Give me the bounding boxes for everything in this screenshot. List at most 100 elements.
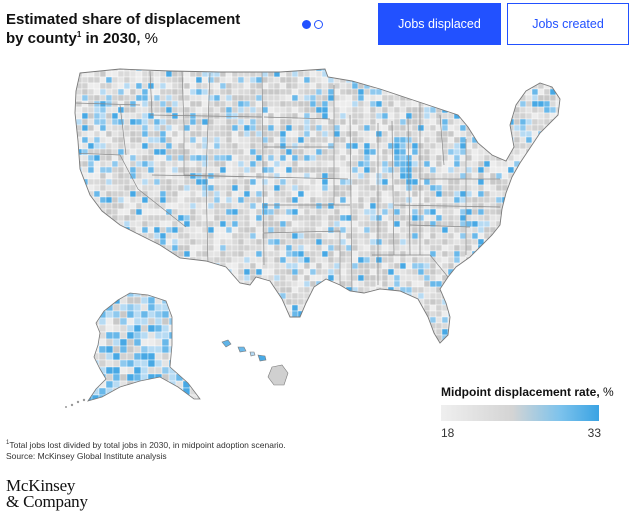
county-cell [465, 286, 473, 294]
county-cell [285, 130, 293, 138]
county-cell [549, 100, 557, 108]
county-cell [345, 172, 353, 180]
county-cell [501, 208, 509, 216]
county-cell [207, 298, 215, 306]
county-cell [189, 316, 197, 324]
county-cell [165, 70, 173, 78]
county-cell [141, 256, 149, 264]
jobs-created-button[interactable]: Jobs created [507, 3, 629, 45]
county-cell [213, 310, 221, 318]
county-cell [489, 238, 497, 246]
county-cell [387, 94, 395, 102]
county-cell [87, 160, 95, 168]
county-cell [351, 292, 359, 300]
county-cell [501, 238, 509, 246]
county-cell [225, 208, 233, 216]
county-cell [99, 166, 107, 174]
county-cell [459, 184, 467, 192]
county-cell [327, 244, 335, 252]
county-cell [405, 112, 413, 120]
county-cell [562, 305, 568, 311]
county-cell [537, 220, 545, 228]
county-cell [261, 232, 269, 240]
county-cell [405, 280, 413, 288]
county-cell [98, 359, 107, 368]
county-cell [465, 310, 473, 318]
county-cell [177, 286, 185, 294]
county-cell [519, 256, 527, 264]
county-cell [112, 324, 121, 333]
county-cell [375, 166, 383, 174]
county-cell [399, 160, 407, 168]
county-cell [123, 262, 131, 270]
county-cell [309, 238, 317, 246]
county-cell [441, 160, 449, 168]
county-cell [99, 214, 107, 222]
county-cell [555, 178, 560, 186]
county-cell [405, 88, 413, 96]
county-cell [291, 322, 299, 330]
county-cell [171, 172, 179, 180]
county-cell [351, 334, 359, 342]
county-cell [75, 70, 77, 78]
county-cell [189, 178, 197, 186]
county-cell [519, 328, 527, 336]
county-cell [315, 202, 323, 210]
county-cell [375, 118, 383, 126]
county-cell [249, 262, 257, 270]
county-cell [303, 148, 311, 156]
county-cell [141, 136, 149, 144]
pager-dot-2[interactable] [314, 20, 323, 29]
county-cell [321, 100, 329, 108]
county-cell [135, 70, 143, 78]
county-cell [213, 232, 221, 240]
county-cell [453, 190, 461, 198]
county-cell [99, 124, 107, 132]
county-cell [513, 196, 521, 204]
county-cell [189, 88, 197, 96]
county-cell [75, 184, 77, 192]
county-cell [543, 334, 551, 342]
county-cell [279, 256, 287, 264]
county-cell [261, 82, 269, 90]
county-cell [219, 82, 227, 90]
county-cell [147, 202, 155, 210]
county-cell [525, 316, 533, 324]
county-cell [393, 214, 401, 222]
county-cell [489, 88, 497, 96]
county-cell [345, 154, 353, 162]
county-cell [339, 268, 347, 276]
county-cell [279, 274, 287, 282]
county-cell [465, 178, 473, 186]
county-cell [562, 185, 568, 191]
county-cell [363, 184, 371, 192]
logo-line-2: & Company [6, 492, 88, 511]
county-cell [75, 304, 83, 312]
county-cell [201, 100, 209, 108]
county-cell [177, 274, 185, 282]
county-cell [195, 334, 203, 342]
county-cell [531, 250, 539, 258]
county-cell [117, 160, 125, 168]
county-cell [435, 184, 443, 192]
county-cell [333, 160, 341, 168]
county-cell [339, 304, 347, 312]
county-cell [165, 76, 173, 84]
county-cell [148, 402, 155, 409]
county-cell [357, 280, 365, 288]
county-cell [381, 136, 389, 144]
county-cell [105, 88, 113, 96]
county-cell [477, 226, 485, 234]
pager-dot-1[interactable] [302, 20, 311, 29]
county-cell [447, 280, 455, 288]
county-cell [154, 394, 163, 401]
jobs-displaced-button[interactable]: Jobs displaced [378, 3, 501, 45]
county-cell [471, 94, 479, 102]
county-cell [231, 238, 239, 246]
county-cell [345, 256, 353, 264]
county-cell [555, 238, 560, 246]
county-cell [531, 69, 539, 72]
county-cell [459, 166, 467, 174]
county-cell [423, 214, 431, 222]
county-cell [447, 166, 455, 174]
